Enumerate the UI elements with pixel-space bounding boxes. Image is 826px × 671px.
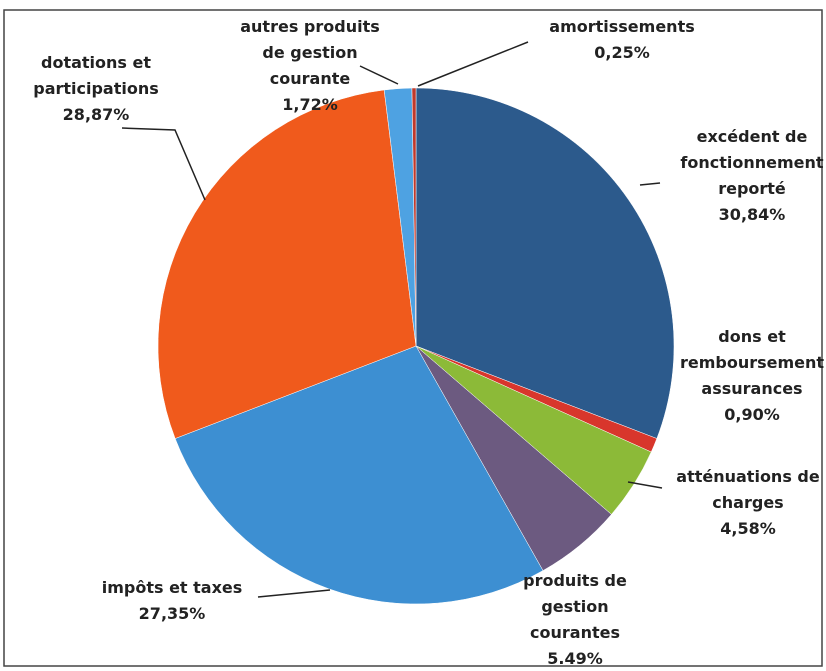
label-line: produits de	[523, 571, 627, 590]
label-line: remboursement	[680, 353, 824, 372]
label-line: participations	[33, 79, 159, 98]
slice-label: dotations et participations	[33, 53, 159, 98]
label-line: de gestion	[262, 43, 357, 62]
pie-slice	[157, 89, 417, 439]
label-line: amortissements	[549, 17, 694, 36]
leader-line	[417, 41, 529, 87]
label-line: assurances	[701, 379, 802, 398]
label-line: atténuations de	[676, 467, 820, 486]
leader-line	[639, 182, 661, 186]
slice-label: atténuations de charges	[676, 467, 820, 512]
slice-value-label: 4,58%	[720, 519, 776, 538]
leader-line	[627, 481, 663, 489]
slice-value-label: 30,84%	[719, 205, 786, 224]
slice-value-label: 0,25%	[594, 43, 650, 62]
label-line: excédent de	[697, 127, 808, 146]
pie-slice	[415, 87, 675, 439]
frame	[3, 9, 823, 667]
label-line: impôts et taxes	[102, 578, 243, 597]
slice-label: produits de gestion courantes	[523, 571, 627, 642]
slice-label: impôts et taxes	[102, 578, 243, 597]
slice-value-label: 0,90%	[724, 405, 780, 424]
label-line: reporté	[718, 179, 786, 198]
slice-label: dons et remboursement assurances	[680, 327, 824, 398]
label-line: fonctionnement	[680, 153, 824, 172]
slice-value-label: 5.49%	[547, 649, 603, 668]
leader-line	[121, 127, 206, 201]
label-line: autres produits	[240, 17, 380, 36]
label-line: courante	[270, 69, 351, 88]
pie-slice	[174, 345, 544, 605]
slice-value-label: 27,35%	[139, 604, 206, 623]
leader-line	[359, 65, 399, 85]
label-line: gestion	[541, 597, 608, 616]
slice-label: amortissements	[549, 17, 694, 36]
slice-label: autres produits de gestion courante	[240, 17, 380, 88]
label-line: charges	[712, 493, 783, 512]
label-line: dotations et	[41, 53, 151, 72]
pie-slice	[411, 87, 417, 347]
label-line: courantes	[530, 623, 620, 642]
slice-value-label: 1,72%	[282, 95, 338, 114]
label-line: dons et	[718, 327, 786, 346]
slice-label: excédent de fonctionnement reporté	[680, 127, 824, 198]
leader-line	[257, 589, 331, 598]
slice-value-label: 28,87%	[63, 105, 130, 124]
